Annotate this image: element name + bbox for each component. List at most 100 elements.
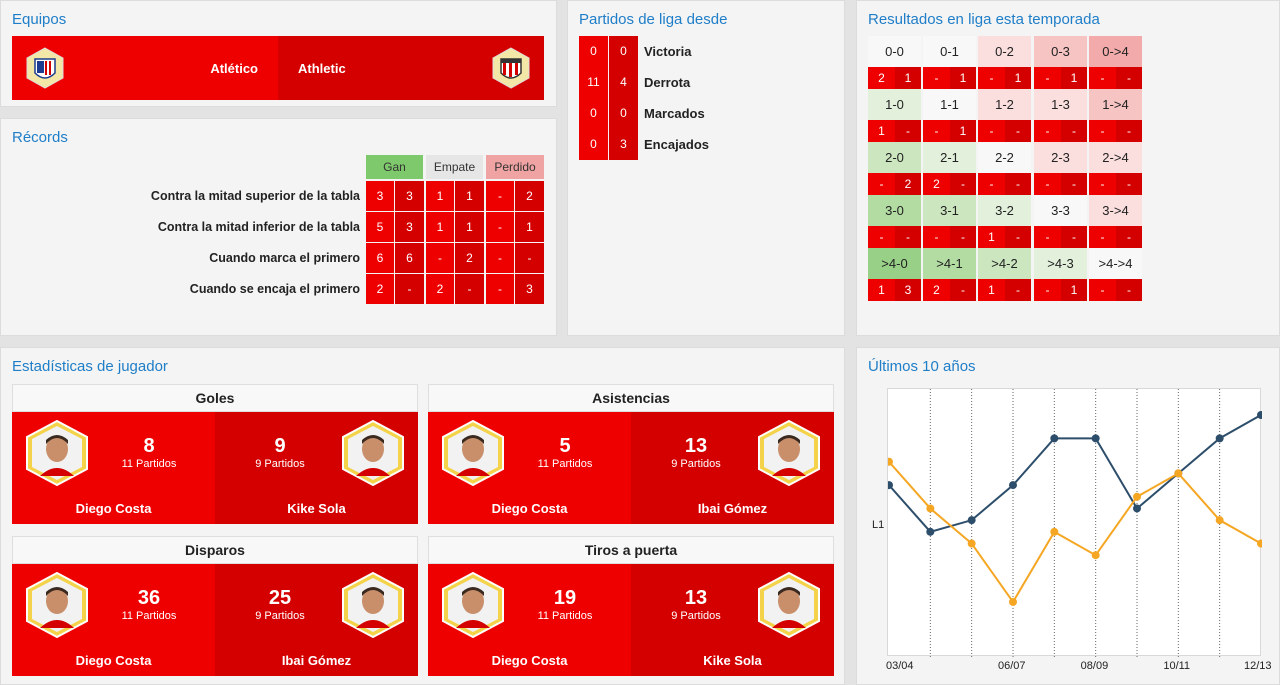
data-point[interactable] xyxy=(1050,434,1059,443)
data-point[interactable] xyxy=(1009,597,1017,606)
result-count: 1 xyxy=(1061,67,1087,89)
data-point[interactable] xyxy=(1009,481,1017,490)
result-score: 1->4 xyxy=(1089,89,1142,120)
teams-bar: Atlético Athletic xyxy=(12,36,544,100)
stat-card-title: Tiros a puerta xyxy=(428,536,834,564)
result-score: 3-0 xyxy=(868,195,921,226)
record-cell: - xyxy=(515,243,544,273)
left-player[interactable]: 19 11 Partidos Diego Costa xyxy=(428,564,631,676)
result-count: - xyxy=(1005,226,1031,248)
resultados-title: Resultados en liga esta temporada xyxy=(868,11,1100,28)
stat-matches: 9 Partidos xyxy=(255,458,305,470)
player-name: Ibai Gómez xyxy=(281,653,352,668)
result-count: 1 xyxy=(868,279,895,301)
record-cell: 3 xyxy=(395,181,424,211)
result-score: 2-2 xyxy=(978,142,1031,173)
stat-value: 25 xyxy=(268,587,292,609)
result-count: 1 xyxy=(978,279,1005,301)
series-line-1 xyxy=(888,461,1262,604)
result-count: 2 xyxy=(868,67,895,89)
result-count: - xyxy=(978,67,1005,89)
result-count: - xyxy=(868,226,895,248)
right-player[interactable]: 25 9 Partidos Ibai Gómez xyxy=(215,564,418,676)
result-count: 2 xyxy=(923,279,950,301)
home-team[interactable]: Atlético xyxy=(12,36,278,100)
stat-matches: 9 Partidos xyxy=(671,458,721,470)
result-count: - xyxy=(1089,226,1116,248)
record-label: Contra la mitad superior de la tabla xyxy=(150,189,360,203)
data-point[interactable] xyxy=(1133,492,1141,501)
record-cell: 3 xyxy=(366,181,394,211)
partidos-title: Partidos de liga desde xyxy=(579,11,728,28)
stat-value: 13 xyxy=(684,435,708,457)
result-score: 3-2 xyxy=(978,195,1031,226)
record-cell: 3 xyxy=(515,274,544,304)
partidos-home-value: 0 xyxy=(579,98,608,129)
data-point[interactable] xyxy=(1174,469,1183,478)
data-point[interactable] xyxy=(1091,434,1100,443)
data-point[interactable] xyxy=(967,516,976,525)
result-count: - xyxy=(1089,67,1116,89)
partidos-label: Victoria xyxy=(644,44,692,59)
left-player[interactable]: 36 11 Partidos Diego Costa xyxy=(12,564,215,676)
left-player[interactable]: 8 11 Partidos Diego Costa xyxy=(12,412,215,524)
result-score: 2-3 xyxy=(1034,142,1087,173)
player-portrait-icon xyxy=(340,571,406,639)
result-score: 1-3 xyxy=(1034,89,1087,120)
result-count: - xyxy=(1034,226,1061,248)
result-count: - xyxy=(1116,226,1142,248)
data-point[interactable] xyxy=(926,527,935,536)
record-cell: - xyxy=(486,274,514,304)
chart-plot-area xyxy=(885,388,1265,657)
data-point[interactable] xyxy=(1050,527,1059,536)
partidos-label: Derrota xyxy=(644,75,691,90)
result-count: - xyxy=(895,120,921,142)
player-name: Ibai Gómez xyxy=(697,501,768,516)
record-cell: - xyxy=(486,212,514,242)
result-score: 1-1 xyxy=(923,89,976,120)
record-cell: 1 xyxy=(426,181,454,211)
player-stats-title: Estadísticas de jugador xyxy=(12,358,168,375)
result-score: 3-1 xyxy=(923,195,976,226)
header-empate: Empate xyxy=(426,155,483,179)
left-player[interactable]: 5 11 Partidos Diego Costa xyxy=(428,412,631,524)
result-score: >4-3 xyxy=(1034,248,1087,279)
y-label-l1: L1 xyxy=(872,519,885,531)
result-score: 0->4 xyxy=(1089,36,1142,67)
player-name: Diego Costa xyxy=(75,501,152,516)
record-cell: 6 xyxy=(395,243,424,273)
result-count: - xyxy=(1061,173,1087,195)
result-score: >4->4 xyxy=(1089,248,1142,279)
right-player[interactable]: 13 9 Partidos Ibai Gómez xyxy=(631,412,834,524)
partidos-home-value: 0 xyxy=(579,36,608,67)
result-count: - xyxy=(1089,173,1116,195)
result-score: 0-0 xyxy=(868,36,921,67)
stat-value: 19 xyxy=(553,587,577,609)
stat-card: Asistencias 5 11 Partidos Diego Costa 13 9 Pa… xyxy=(428,384,834,526)
result-count: - xyxy=(1034,120,1061,142)
stat-matches: 11 Partidos xyxy=(121,610,177,622)
result-count: - xyxy=(978,173,1005,195)
stat-value: 9 xyxy=(274,435,286,457)
partidos-home-value: 0 xyxy=(579,129,608,160)
stat-card: Disparos 36 11 Partidos Diego Costa 25 9 Part… xyxy=(12,536,418,678)
result-score: >4-2 xyxy=(978,248,1031,279)
stat-value: 13 xyxy=(684,587,708,609)
data-point[interactable] xyxy=(1133,504,1141,513)
data-point[interactable] xyxy=(1215,434,1224,443)
right-player[interactable]: 13 9 Partidos Kike Sola xyxy=(631,564,834,676)
player-portrait-icon xyxy=(340,419,406,487)
record-cell: 2 xyxy=(515,181,544,211)
record-label: Cuando marca el primero xyxy=(209,251,360,265)
stat-card-body: 8 11 Partidos Diego Costa 9 9 Partidos Kike S… xyxy=(12,412,418,524)
x-tick-label: 10/11 xyxy=(1163,660,1191,672)
record-cell: 1 xyxy=(455,212,484,242)
data-point[interactable] xyxy=(1091,551,1100,560)
data-point[interactable] xyxy=(967,539,976,548)
stat-card-body: 19 11 Partidos Diego Costa 13 9 Partidos Kike… xyxy=(428,564,834,676)
data-point[interactable] xyxy=(926,504,935,513)
data-point[interactable] xyxy=(1215,516,1224,525)
away-team[interactable]: Athletic xyxy=(278,36,544,100)
result-count: - xyxy=(978,120,1005,142)
